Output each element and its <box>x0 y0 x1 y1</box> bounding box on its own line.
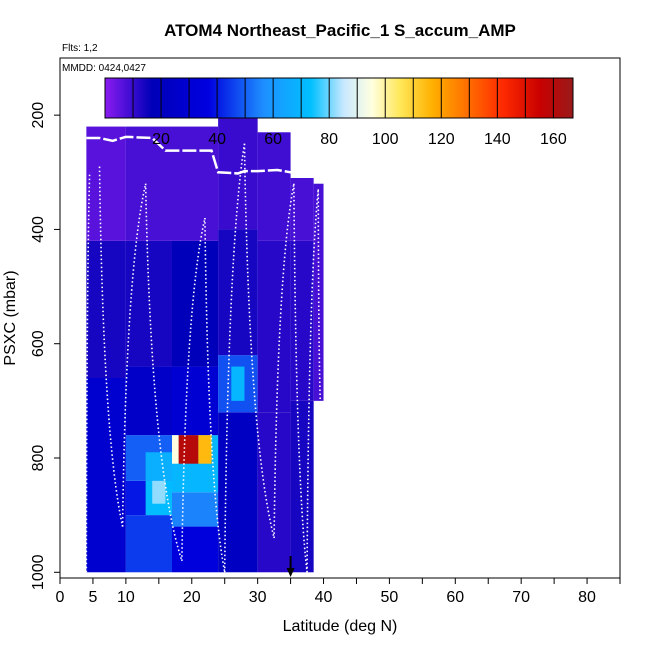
heatmap-cell <box>172 240 219 367</box>
heatmap-cell <box>172 526 219 573</box>
arrow-marker <box>286 556 295 577</box>
x-axis-label: Latitude (deg N) <box>283 618 398 635</box>
colorbar-tick-label: 140 <box>484 131 511 148</box>
colorbar-tick-label: 100 <box>372 131 399 148</box>
heatmap-cells <box>86 98 324 573</box>
heatmap-cell <box>290 400 314 573</box>
heatmap-cell <box>257 240 291 413</box>
flight-profile <box>121 183 147 527</box>
x-tick-label: 40 <box>315 589 333 606</box>
flight-profile <box>144 183 183 562</box>
flight-profile <box>317 189 322 401</box>
x-tick-label: 0 <box>56 589 65 606</box>
heatmap-cell <box>172 126 219 241</box>
heatmap-cell <box>145 452 172 481</box>
flight-profile <box>181 217 206 561</box>
colorbar-tick-label: 80 <box>320 131 338 148</box>
colorbar-tick-label: 40 <box>208 131 226 148</box>
heatmap-cell <box>218 229 258 356</box>
heatmap-cell <box>125 126 172 241</box>
x-tick-label: 70 <box>512 589 530 606</box>
x-tick-label: 80 <box>578 589 596 606</box>
colorbar-tick-label: 120 <box>428 131 455 148</box>
arrow-head <box>286 568 295 577</box>
heatmap-cell <box>125 515 172 573</box>
flights-note: Flts: 1,2 <box>62 43 98 54</box>
heatmap-cell <box>152 480 166 504</box>
heatmap-cell <box>178 435 199 464</box>
flight-profile <box>204 217 226 573</box>
colorbar-tick-label: 20 <box>152 131 170 148</box>
heatmap-cell <box>86 126 126 241</box>
heatmap-cell <box>290 178 314 241</box>
tropopause-line <box>86 135 324 177</box>
flight-profile <box>306 189 320 573</box>
colorbar-tick-label: 60 <box>264 131 282 148</box>
y-axis-label: PSXC (mbar) <box>2 270 19 365</box>
flight-profile <box>273 183 295 539</box>
x-tick-label: 50 <box>381 589 399 606</box>
x-tick-label: 5 <box>88 589 97 606</box>
heatmap-cell <box>198 435 212 464</box>
y-axis: 200 400 600 800 1000 <box>30 102 60 590</box>
heatmap-cell <box>125 240 172 367</box>
y-tick-label: 1000 <box>30 554 47 590</box>
x-tick-label: 60 <box>446 589 464 606</box>
colorbar <box>104 77 574 119</box>
heatmap-cell <box>86 240 126 378</box>
heatmap-cell <box>172 366 219 436</box>
heatmap-cell <box>86 378 126 573</box>
y-tick-label: 200 <box>30 102 47 129</box>
heatmap-cell <box>231 366 245 401</box>
heatmap-cell <box>125 366 172 436</box>
x-tick-label: 10 <box>117 589 135 606</box>
flight-profile <box>85 172 91 573</box>
heatmap-cell <box>172 492 219 527</box>
heatmap-cell <box>218 412 258 573</box>
heatmap-cell <box>313 183 324 401</box>
x-axis: 0 5 10 20 30 40 50 60 70 80 <box>56 578 621 606</box>
colorbar-tick-label: 160 <box>540 131 567 148</box>
plot-frame <box>59 57 621 579</box>
heatmap-cell <box>257 412 291 573</box>
heatmap-cell <box>257 132 291 241</box>
date-note: MMDD: 0424,0427 <box>62 63 146 74</box>
colorbar-ticks: 20 40 60 80 100 120 140 160 <box>132 78 567 148</box>
y-tick-label: 600 <box>30 330 47 357</box>
y-tick-label: 400 <box>30 216 47 243</box>
chart-title: ATOM4 Northeast_Pacific_1 S_accum_AMP <box>164 21 516 40</box>
x-tick-label: 30 <box>249 589 267 606</box>
x-tick-label: 20 <box>183 589 201 606</box>
heatmap-cell <box>172 435 179 464</box>
flight-profile <box>223 143 246 573</box>
y-tick-label: 800 <box>30 445 47 472</box>
flight-track-overlay <box>85 113 324 573</box>
flight-profile <box>98 166 124 527</box>
flight-profile <box>243 143 275 539</box>
